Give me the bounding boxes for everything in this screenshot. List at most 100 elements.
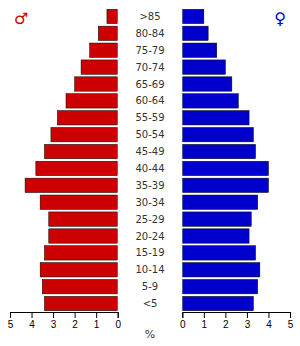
category-label: 35-39 xyxy=(135,180,164,191)
tick-mark xyxy=(32,312,33,318)
tick-mark xyxy=(118,312,119,318)
category-label: 15-19 xyxy=(135,247,164,258)
bar xyxy=(182,26,208,40)
bars-1 xyxy=(182,9,268,310)
bar xyxy=(182,161,268,175)
bar xyxy=(81,60,118,74)
category-label: 65-69 xyxy=(135,79,164,90)
tick: 4 xyxy=(266,312,272,330)
bar xyxy=(182,178,268,192)
x-axis-title: % xyxy=(145,328,155,341)
bar xyxy=(57,111,117,125)
tick-label: 5 xyxy=(288,319,294,330)
bar xyxy=(36,161,118,175)
category-label: 55-59 xyxy=(135,112,164,123)
category-label: 30-34 xyxy=(135,197,164,208)
bar xyxy=(90,43,118,57)
category-label: <5 xyxy=(143,298,158,309)
bar xyxy=(182,279,257,293)
tick-mark xyxy=(268,312,269,318)
bar xyxy=(182,43,216,57)
bar xyxy=(182,263,260,277)
series-label: ♂ xyxy=(14,9,28,28)
tick: 2 xyxy=(72,312,78,330)
tick-label: 3 xyxy=(245,319,251,330)
tick: 3 xyxy=(51,312,57,330)
tick-label: 5 xyxy=(8,319,14,330)
tick-label: 2 xyxy=(72,319,78,330)
bar xyxy=(182,144,255,158)
series-label: ♀ xyxy=(274,9,286,28)
tick-label: 4 xyxy=(29,319,35,330)
bar xyxy=(44,296,117,310)
tick-mark xyxy=(225,312,226,318)
bar xyxy=(98,26,117,40)
category-label: >85 xyxy=(139,11,160,22)
bar xyxy=(107,9,118,23)
tick-mark xyxy=(53,312,54,318)
bar xyxy=(44,144,117,158)
category-label: 50-54 xyxy=(135,129,164,140)
category-label: 10-14 xyxy=(135,264,164,275)
tick: 5 xyxy=(288,312,294,330)
axis-line xyxy=(183,313,291,319)
bar xyxy=(49,212,118,226)
tick: 1 xyxy=(94,312,100,330)
bar xyxy=(182,195,257,209)
category-label: 20-24 xyxy=(135,231,164,242)
tick-label: 1 xyxy=(94,319,100,330)
tick-mark xyxy=(96,312,97,318)
category-label: 75-79 xyxy=(135,45,164,56)
bar xyxy=(182,229,249,243)
tick-mark xyxy=(10,312,11,318)
bar xyxy=(182,111,249,125)
category-labels: <5 5-9 10-14 15-19 20-24 25-29 30-34 35-39 40-44… xyxy=(135,11,164,309)
category-label: 40-44 xyxy=(135,163,164,174)
bar xyxy=(182,94,238,108)
bar xyxy=(40,263,118,277)
tick-mark xyxy=(204,312,205,318)
tick-label: 2 xyxy=(223,319,229,330)
bar xyxy=(49,229,118,243)
bar xyxy=(182,127,253,141)
category-label: 70-74 xyxy=(135,62,164,73)
tick-mark xyxy=(290,312,291,318)
tick: 0 xyxy=(180,312,186,330)
x-axis-left: 0 1 2 3 4 5 xyxy=(8,312,122,330)
category-label: 80-84 xyxy=(135,28,164,39)
bar xyxy=(40,195,118,209)
x-axis-right: 0 1 2 3 4 5 xyxy=(180,312,294,330)
tick: 2 xyxy=(223,312,229,330)
tick-label: 3 xyxy=(51,319,57,330)
axis-line xyxy=(11,313,119,319)
bar xyxy=(182,296,253,310)
bar xyxy=(182,212,251,226)
tick-mark xyxy=(75,312,76,318)
bar xyxy=(182,246,255,260)
bar xyxy=(51,127,118,141)
chart: 0 1 2 3 4 5 0 1 2 3 4 5 <5 5-9 10-14 15-19 20-24 25-29 30-… xyxy=(0,0,300,346)
tick: 5 xyxy=(8,312,14,330)
tick-label: 0 xyxy=(115,319,121,330)
tick: 3 xyxy=(245,312,251,330)
bar xyxy=(75,77,118,91)
bars-0 xyxy=(25,9,118,310)
category-label: 5-9 xyxy=(142,281,158,292)
category-label: 60-64 xyxy=(135,95,164,106)
tick-mark xyxy=(247,312,248,318)
tick: 0 xyxy=(115,312,121,330)
tick-label: 4 xyxy=(266,319,272,330)
tick: 1 xyxy=(202,312,208,330)
bar xyxy=(42,279,117,293)
bar xyxy=(182,77,232,91)
tick: 4 xyxy=(29,312,35,330)
tick-mark xyxy=(182,312,183,318)
bar xyxy=(44,246,117,260)
tick-label: 0 xyxy=(180,319,186,330)
tick-label: 1 xyxy=(202,319,208,330)
bar xyxy=(25,178,118,192)
category-label: 25-29 xyxy=(135,214,164,225)
bar xyxy=(182,9,204,23)
category-label: 45-49 xyxy=(135,146,164,157)
bar xyxy=(66,94,118,108)
